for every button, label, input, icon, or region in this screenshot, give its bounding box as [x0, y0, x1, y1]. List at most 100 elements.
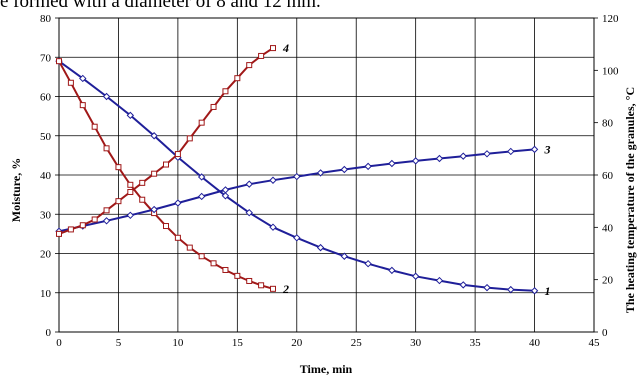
data-point — [258, 52, 265, 59]
data-point — [388, 159, 396, 168]
data-point — [127, 189, 134, 196]
data-point — [174, 234, 181, 241]
data-point — [126, 211, 135, 220]
data-point — [115, 164, 122, 171]
data-point — [186, 244, 193, 251]
data-point — [222, 266, 229, 273]
data-point — [56, 58, 62, 65]
data-point — [270, 285, 276, 292]
data-point — [79, 74, 87, 83]
y-left-tick-label: 70 — [40, 52, 52, 64]
data-point — [411, 157, 420, 165]
x-tick-label: 25 — [351, 337, 363, 349]
y-left-tick-label: 40 — [40, 170, 52, 182]
data-point — [245, 180, 253, 188]
x-tick-label: 5 — [116, 337, 122, 349]
y-left-tick-label: 50 — [40, 131, 52, 143]
caption-text: e formed with a diameter of 8 and 12 mm. — [0, 0, 321, 12]
x-tick-label: 10 — [172, 337, 184, 349]
x-tick-label: 40 — [529, 337, 541, 349]
series-label-3: 3 — [544, 142, 551, 156]
data-point — [245, 208, 253, 217]
data-point — [197, 173, 206, 181]
y-right-tick-label: 60 — [602, 170, 614, 182]
data-point — [67, 79, 74, 86]
x-axis-label: Time, min — [300, 362, 353, 376]
data-point — [79, 102, 86, 109]
data-point — [115, 198, 122, 205]
series-label-4: 4 — [282, 41, 289, 55]
data-point — [459, 152, 467, 160]
x-tick-label: 35 — [470, 337, 482, 349]
data-point — [91, 216, 98, 223]
data-point — [186, 135, 193, 142]
data-point — [364, 162, 372, 171]
data-point — [150, 132, 158, 140]
y-right-tick-label: 20 — [602, 275, 614, 287]
data-point — [210, 260, 217, 267]
data-point — [246, 277, 253, 284]
data-point — [67, 226, 74, 233]
x-tick-label: 0 — [56, 337, 62, 349]
data-point — [483, 283, 491, 292]
data-point — [163, 161, 169, 168]
data-point — [411, 272, 420, 280]
y-left-tick-label: 10 — [40, 288, 52, 300]
series-label-1: 1 — [545, 284, 551, 298]
data-point — [174, 151, 181, 158]
y-left-tick-label: 20 — [40, 249, 52, 261]
x-tick-label: 45 — [589, 337, 601, 349]
axes: 0 5 10 15 20 25 30 35 40 450102030405060708002040… — [40, 13, 619, 349]
data-point — [316, 169, 325, 177]
data-point — [127, 181, 134, 188]
data-point — [163, 223, 169, 230]
x-tick-label: 15 — [232, 337, 244, 349]
data-point — [221, 186, 230, 194]
data-point — [234, 272, 241, 279]
series-group: 1 2 3 4 — [55, 41, 551, 298]
grid — [58, 17, 595, 333]
y-left-tick-label: 0 — [46, 327, 52, 339]
data-point — [364, 259, 372, 268]
data-point — [270, 45, 276, 52]
x-tick-label: 30 — [410, 337, 422, 349]
data-point — [56, 230, 62, 237]
data-point — [293, 172, 301, 181]
data-point — [530, 287, 539, 295]
y-right-tick-label: 0 — [602, 327, 608, 339]
data-point — [221, 192, 230, 200]
data-point — [388, 266, 396, 275]
data-point — [483, 150, 491, 158]
y-left-tick-label: 80 — [40, 13, 52, 25]
data-point — [103, 145, 110, 152]
data-point — [198, 119, 205, 126]
y-right-tick-label: 80 — [602, 118, 614, 130]
data-point — [340, 252, 349, 260]
data-point — [507, 285, 515, 294]
data-point — [507, 147, 515, 156]
data-point — [316, 243, 325, 252]
data-point — [293, 234, 301, 242]
data-point — [269, 176, 277, 184]
data-point — [79, 222, 86, 229]
data-point — [151, 170, 158, 177]
y-right-tick-label: 100 — [602, 65, 619, 77]
data-point — [198, 253, 205, 260]
series-label-2: 2 — [282, 282, 289, 296]
data-point — [269, 223, 277, 231]
data-point — [102, 217, 111, 225]
data-point — [435, 154, 444, 163]
data-point — [246, 62, 253, 69]
data-point — [139, 196, 146, 203]
data-point — [139, 179, 146, 186]
data-point — [210, 103, 217, 110]
data-point — [234, 75, 241, 82]
y-axis-right-label: The heating temperature of the granules,… — [623, 87, 637, 313]
data-point — [340, 165, 349, 174]
data-point — [435, 276, 444, 285]
data-point — [150, 205, 158, 214]
y-right-tick-label: 120 — [602, 13, 619, 25]
data-point — [103, 207, 110, 214]
data-point — [530, 145, 539, 154]
y-right-tick-label: 40 — [602, 222, 614, 234]
